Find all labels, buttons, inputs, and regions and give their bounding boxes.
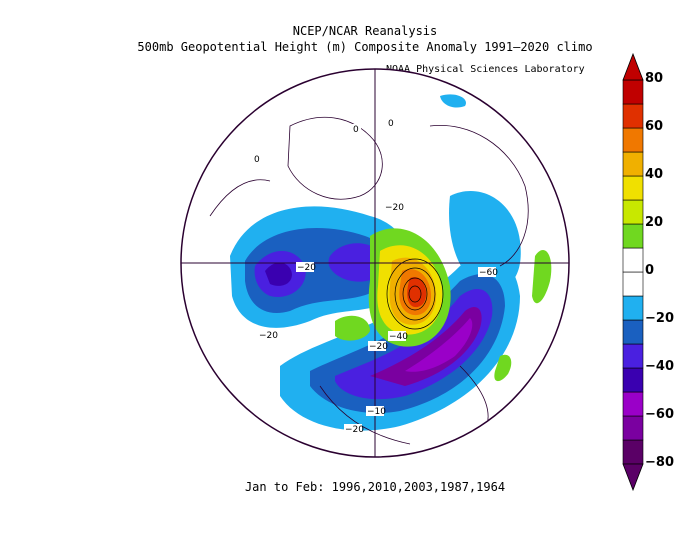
colorbar-tick: 80 [645,71,664,86]
anomaly-deep-purple [405,318,473,372]
colorbar-top-arrow [622,52,644,81]
anomaly-dark-west [265,262,292,286]
contour-label: 0 [254,155,260,165]
anomaly-green-southeast [494,354,512,382]
anomaly-blue-small-top [440,94,466,108]
colorbar-tick: −80 [645,455,674,470]
chart-title: NCEP/NCAR Reanalysis [292,24,438,38]
contour-label: −10 [367,407,386,417]
contour-label: −20 [345,425,364,435]
contour-label: −20 [385,203,404,213]
colorbar-cell [622,319,644,345]
contour-label: −40 [389,332,408,342]
contour-label: −20 [259,331,278,341]
colorbar-cell [622,175,644,201]
colorbar-cell [622,439,644,465]
colorbar-cell [622,295,644,321]
contour-label: −20 [369,342,388,352]
date-range-label: Jan to Feb: 1996,2010,2003,1987,1964 [244,480,506,494]
colorbar-tick: 60 [645,119,664,134]
colorbar [622,52,644,492]
colorbar-cell [622,391,644,417]
colorbar-cell [622,223,644,249]
colorbar-cell [622,415,644,441]
anomaly-purple-south [370,307,482,386]
colorbar-tick: −60 [645,407,674,422]
colorbar-tick: 0 [645,263,655,278]
contour-label: 0 [388,119,394,129]
anomaly-green-west [335,315,370,341]
contour-label: −60 [479,268,498,278]
chart-subtitle: 500mb Geopotential Height (m) Composite … [137,40,593,54]
colorbar-cell [622,151,644,177]
polar-map: 0 0 0 −20 −20 −20 −60 −40 −20 −10 −20 [180,68,570,458]
colorbar-cell [622,343,644,369]
colorbar-bottom-arrow [622,463,644,492]
contour-label: −20 [297,263,316,273]
anomaly-positive-red [407,277,427,308]
colorbar-cell [622,127,644,153]
colorbar-tick: −40 [645,359,674,374]
colorbar-cell [622,199,644,225]
colorbar-cell [622,79,644,105]
colorbar-cell [622,103,644,129]
contour-label: 0 [353,125,359,135]
colorbar-tick: −20 [645,311,674,326]
colorbar-tick: 40 [645,167,664,182]
credit-label: NOAA Physical Sciences Laboratory [386,64,585,75]
colorbar-tick: 20 [645,215,664,230]
colorbar-cell [622,367,644,393]
colorbar-cell [622,271,644,297]
colorbar-cell [622,247,644,273]
